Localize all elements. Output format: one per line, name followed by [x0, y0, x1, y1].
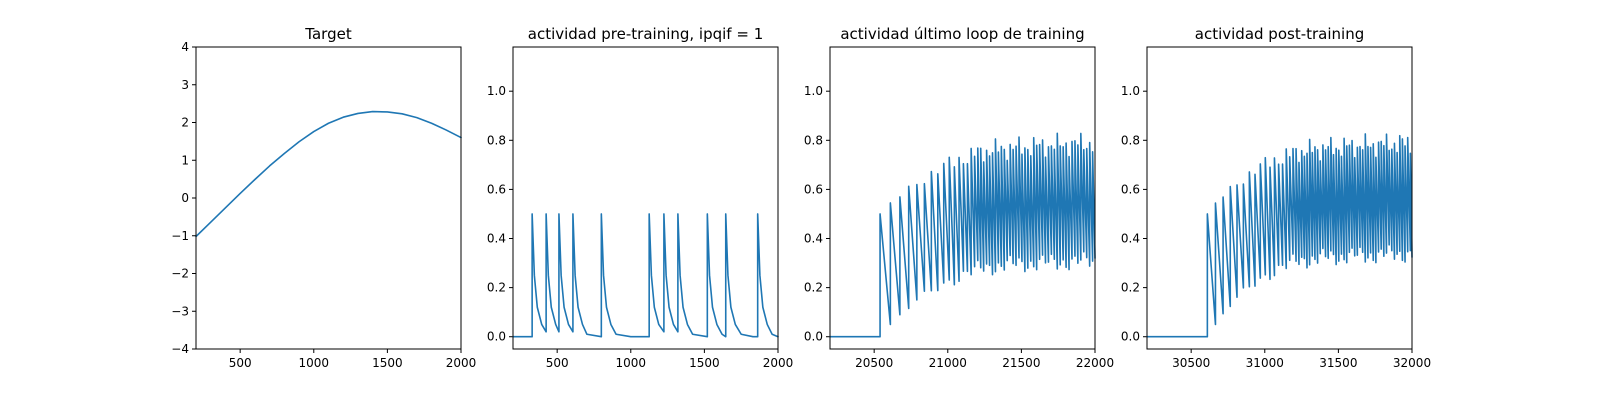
x-tick-label: 2000 [763, 356, 794, 370]
panel-target: Target 500 1000 1500 2000 −4 −3 −2 −1 0 1 2 3 4 [171, 25, 476, 370]
y-tick-label: 1.0 [487, 84, 506, 98]
y-tick-label: 0.4 [804, 232, 823, 246]
x-tick-label: 500 [546, 356, 569, 370]
x-tick-label: 30500 [1172, 356, 1210, 370]
y-tick-label: 0.6 [487, 182, 506, 196]
panel-title: Target [304, 25, 352, 43]
y-axis-ticks: 0.0 0.2 0.4 0.6 0.8 1.0 [1121, 84, 1147, 344]
x-axis-ticks: 20500 21000 21500 22000 [855, 349, 1114, 370]
x-axis-ticks: 500 1000 1500 2000 [546, 349, 794, 370]
panel-last-training-loop: actividad último loop de training 20500 2… [804, 25, 1114, 370]
x-tick-label: 1500 [689, 356, 720, 370]
x-tick-label: 22000 [1076, 356, 1114, 370]
axes-frame [512, 46, 779, 350]
y-tick-label: 0.8 [487, 133, 506, 147]
x-axis-ticks: 30500 31000 31500 32000 [1172, 349, 1431, 370]
x-tick-label: 20500 [855, 356, 893, 370]
series-line-last-training-loop [829, 132, 1096, 338]
y-tick-label: 0.6 [1121, 182, 1140, 196]
y-tick-label: −1 [171, 229, 189, 243]
series-line-post-training [1146, 133, 1413, 338]
axes-frame [829, 46, 1096, 350]
y-tick-label: 1.0 [1121, 84, 1140, 98]
y-tick-label: 0.8 [804, 133, 823, 147]
series-line-pre-training [512, 213, 779, 338]
y-tick-label: 4 [181, 40, 189, 54]
y-tick-label: 0.0 [804, 330, 823, 344]
series-line-target [195, 110, 462, 238]
x-tick-label: 1000 [299, 356, 330, 370]
panel-post-training: actividad post-training 30500 31000 31500 3… [1121, 25, 1431, 370]
y-tick-label: 0.4 [487, 232, 506, 246]
y-tick-label: 1 [181, 153, 189, 167]
x-tick-label: 21500 [1002, 356, 1040, 370]
x-axis-ticks: 500 1000 1500 2000 [229, 349, 477, 370]
y-tick-label: 0.2 [1121, 281, 1140, 295]
x-tick-label: 1500 [372, 356, 403, 370]
y-axis-ticks: 0.0 0.2 0.4 0.6 0.8 1.0 [487, 84, 513, 344]
axes-frame [1146, 46, 1413, 350]
x-tick-label: 31000 [1246, 356, 1284, 370]
y-axis-ticks: 0.0 0.2 0.4 0.6 0.8 1.0 [804, 84, 830, 344]
x-tick-label: 32000 [1393, 356, 1431, 370]
y-tick-label: 0.8 [1121, 133, 1140, 147]
x-tick-label: 2000 [446, 356, 477, 370]
y-tick-label: 0.6 [804, 182, 823, 196]
panel-title: actividad pre-training, ipqif = 1 [528, 25, 764, 43]
y-tick-label: 2 [181, 116, 189, 130]
x-tick-label: 1000 [616, 356, 647, 370]
y-tick-label: 0.2 [487, 281, 506, 295]
panel-pre-training: actividad pre-training, ipqif = 1 500 100… [487, 25, 793, 370]
y-tick-label: 0.0 [1121, 330, 1140, 344]
y-tick-label: 3 [181, 78, 189, 92]
y-tick-label: −3 [171, 304, 189, 318]
axes-frame [195, 46, 462, 350]
y-tick-label: 0.4 [1121, 232, 1140, 246]
y-axis-ticks: −4 −3 −2 −1 0 1 2 3 4 [171, 40, 196, 356]
x-tick-label: 21000 [929, 356, 967, 370]
y-tick-label: −4 [171, 342, 189, 356]
y-tick-label: 0.0 [487, 330, 506, 344]
x-tick-label: 500 [229, 356, 252, 370]
y-tick-label: −2 [171, 267, 189, 281]
y-tick-label: 1.0 [804, 84, 823, 98]
x-tick-label: 31500 [1319, 356, 1357, 370]
panel-title: actividad post-training [1195, 25, 1364, 43]
y-tick-label: 0 [181, 191, 189, 205]
panel-title: actividad último loop de training [840, 25, 1084, 43]
y-tick-label: 0.2 [804, 281, 823, 295]
